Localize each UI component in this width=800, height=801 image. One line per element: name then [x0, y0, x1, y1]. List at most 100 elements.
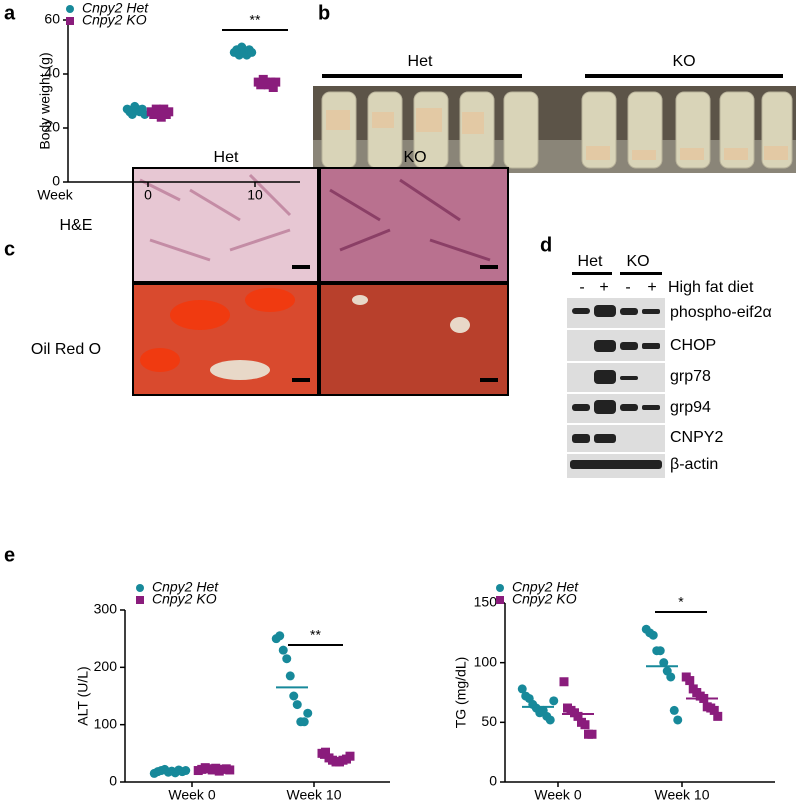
- y-tick-label: 200: [94, 658, 118, 674]
- data-point: [271, 77, 281, 87]
- data-point: [292, 700, 302, 710]
- data-point: [587, 729, 597, 739]
- legend-marker: [66, 5, 74, 13]
- legend-marker: [496, 596, 504, 604]
- treatment-label: High fat diet: [668, 279, 754, 296]
- y-tick-label: 0: [52, 173, 60, 189]
- data-point: [655, 646, 665, 656]
- protein-label: β-actin: [670, 456, 718, 473]
- column-label: KO: [403, 149, 426, 166]
- column-label: Het: [214, 149, 239, 166]
- data-point: [156, 112, 166, 122]
- y-tick-label: 150: [474, 594, 498, 610]
- data-point: [181, 766, 191, 776]
- protein-label: phospho-eif2α: [670, 304, 772, 321]
- data-point: [266, 77, 276, 87]
- data-point: [713, 711, 723, 721]
- data-point: [573, 711, 583, 721]
- group-label: Het: [408, 53, 433, 70]
- x-tick-label: 10: [247, 187, 263, 203]
- data-point: [256, 80, 266, 90]
- legend-marker: [496, 584, 504, 592]
- lane-label: -: [625, 279, 630, 296]
- data-point: [685, 676, 695, 686]
- group-bar: [620, 272, 662, 275]
- data-point: [545, 715, 555, 725]
- significance-label: *: [678, 594, 684, 610]
- data-point: [345, 751, 355, 761]
- group-label: KO: [626, 253, 649, 270]
- panel-letter: c: [4, 238, 15, 260]
- group-label: Het: [578, 253, 603, 270]
- data-point: [669, 705, 679, 715]
- protein-label: grp78: [670, 368, 711, 385]
- data-point: [247, 47, 257, 57]
- protein-label: CNPY2: [670, 429, 723, 446]
- legend-label: Cnpy2 KO: [82, 12, 147, 28]
- y-tick-label: 50: [481, 713, 497, 729]
- data-point: [282, 654, 292, 664]
- legend-label: Cnpy2 KO: [152, 591, 217, 607]
- x-tick-label: 0: [144, 187, 152, 203]
- data-point: [289, 691, 299, 701]
- data-point: [275, 631, 285, 641]
- x-tick-label: Week 10: [287, 787, 342, 801]
- panel-letter: d: [540, 234, 552, 256]
- data-point: [659, 658, 669, 668]
- data-point: [299, 717, 309, 727]
- data-point: [285, 671, 295, 681]
- group-label: KO: [672, 53, 695, 70]
- group-bar: [585, 74, 783, 78]
- data-point: [549, 696, 559, 706]
- y-tick-label: 40: [44, 65, 60, 81]
- panel-letter: a: [4, 2, 16, 24]
- row-label: H&E: [60, 217, 93, 234]
- y-tick-label: 300: [94, 601, 118, 617]
- data-point: [303, 708, 313, 718]
- histology-image: [132, 167, 509, 396]
- significance-label: **: [310, 627, 321, 643]
- legend-marker: [66, 17, 74, 25]
- data-point: [709, 705, 719, 715]
- y-tick-label: 20: [44, 119, 60, 135]
- y-tick-label: 0: [109, 773, 117, 789]
- row-label: Oil Red O: [31, 341, 101, 358]
- legend-marker: [136, 596, 144, 604]
- y-axis-label: Body weight (g): [37, 52, 53, 149]
- x-tick-label: Week 0: [168, 787, 215, 801]
- legend-marker: [136, 584, 144, 592]
- lane-label: -: [579, 279, 584, 296]
- data-point: [149, 110, 159, 119]
- x-tick-label: Week 10: [655, 787, 710, 801]
- data-point: [648, 630, 658, 640]
- data-point: [268, 83, 278, 92]
- y-tick-label: 60: [44, 11, 60, 27]
- data-point: [278, 645, 288, 655]
- legend-label: Cnpy2 Het: [512, 579, 579, 595]
- data-point: [321, 747, 330, 757]
- histology-texture: [139, 173, 498, 382]
- data-point: [580, 720, 590, 730]
- panel-letter: b: [318, 2, 330, 24]
- tube-photo: [313, 86, 796, 173]
- y-tick-label: 0: [489, 773, 497, 789]
- legend-label: Cnpy2 Het: [152, 579, 219, 595]
- data-point: [666, 672, 676, 682]
- panel-letter: e: [4, 544, 15, 566]
- x-axis-label: Week: [37, 187, 74, 203]
- lane-label: +: [647, 279, 656, 296]
- legend-label: Cnpy2 Het: [82, 0, 149, 16]
- data-point: [559, 677, 569, 687]
- group-bar: [322, 74, 522, 78]
- data-point: [164, 107, 174, 117]
- x-tick-label: Week 0: [534, 787, 581, 801]
- data-point: [159, 104, 169, 114]
- y-tick-label: 100: [474, 653, 498, 669]
- significance-label: **: [250, 12, 261, 28]
- lane-label: +: [599, 279, 608, 296]
- data-point: [673, 715, 683, 725]
- y-tick-label: 100: [94, 715, 118, 731]
- y-axis-label: ALT (U/L): [75, 666, 91, 725]
- group-bar: [572, 272, 612, 275]
- legend-label: Cnpy2 KO: [512, 591, 577, 607]
